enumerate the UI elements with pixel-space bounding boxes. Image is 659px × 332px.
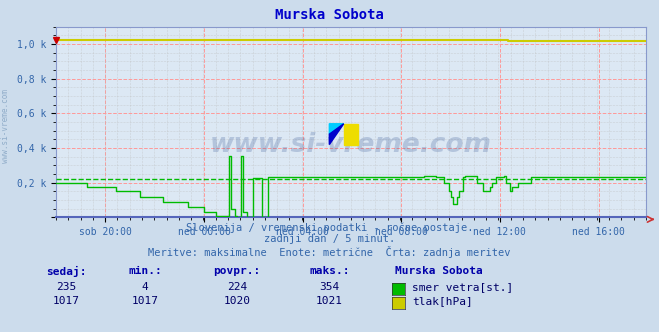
Text: 224: 224 bbox=[227, 282, 247, 292]
Polygon shape bbox=[330, 124, 344, 134]
Text: 1020: 1020 bbox=[224, 296, 250, 306]
Text: Slovenija / vremenski podatki - ročne postaje.: Slovenija / vremenski podatki - ročne po… bbox=[186, 222, 473, 233]
Text: povpr.:: povpr.: bbox=[214, 266, 261, 276]
Polygon shape bbox=[330, 124, 344, 144]
Text: 235: 235 bbox=[56, 282, 76, 292]
Text: www.si-vreme.com: www.si-vreme.com bbox=[210, 132, 492, 158]
Text: sedaj:: sedaj: bbox=[45, 266, 86, 277]
Text: smer vetra[st.]: smer vetra[st.] bbox=[412, 282, 513, 292]
Text: Meritve: maksimalne  Enote: metrične  Črta: zadnja meritev: Meritve: maksimalne Enote: metrične Črta… bbox=[148, 246, 511, 258]
Text: 1021: 1021 bbox=[316, 296, 343, 306]
Text: min.:: min.: bbox=[128, 266, 162, 276]
Text: 4: 4 bbox=[142, 282, 148, 292]
Text: tlak[hPa]: tlak[hPa] bbox=[412, 296, 473, 306]
Text: zadnji dan / 5 minut.: zadnji dan / 5 minut. bbox=[264, 234, 395, 244]
Text: 1017: 1017 bbox=[132, 296, 158, 306]
Text: www.si-vreme.com: www.si-vreme.com bbox=[1, 89, 10, 163]
Text: 1017: 1017 bbox=[53, 296, 79, 306]
Text: Murska Sobota: Murska Sobota bbox=[275, 8, 384, 22]
Text: Murska Sobota: Murska Sobota bbox=[395, 266, 483, 276]
Text: maks.:: maks.: bbox=[309, 266, 350, 276]
Text: 354: 354 bbox=[320, 282, 339, 292]
Bar bbox=[344, 124, 358, 144]
